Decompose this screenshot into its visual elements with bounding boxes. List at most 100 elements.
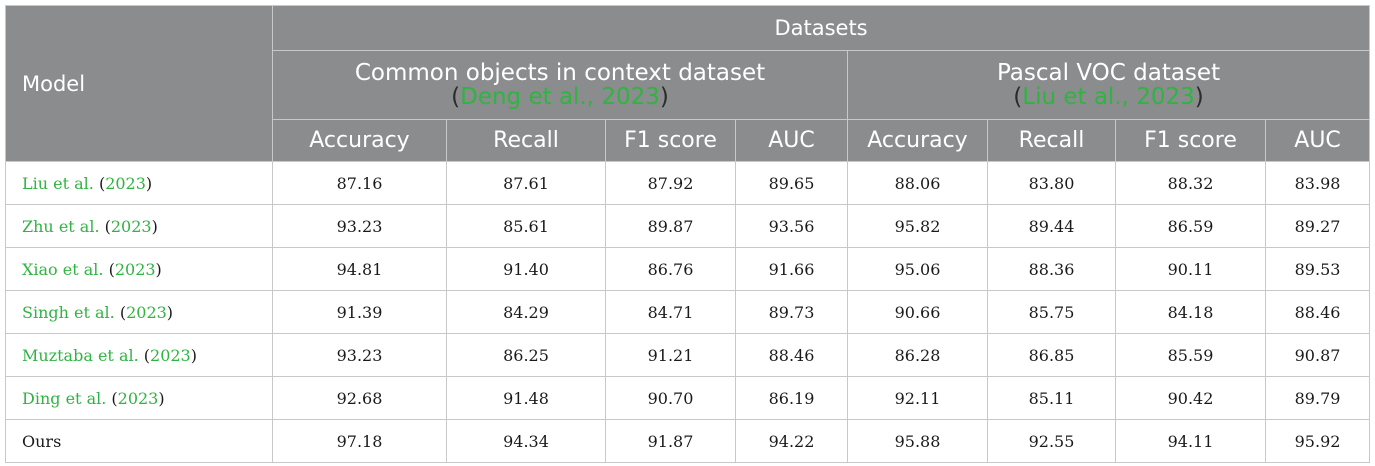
value-cell: 92.68	[272, 376, 447, 420]
value-cell: 87.16	[272, 161, 447, 205]
table-row: Xiao et al. (2023) 94.81 91.40 86.76 91.66 95…	[5, 247, 1371, 291]
paren-open: (	[106, 388, 118, 408]
value-cell: 89.53	[1264, 247, 1371, 291]
value-cell: 87.61	[446, 161, 606, 205]
year-link[interactable]: 2023	[110, 216, 152, 236]
value-cell: 90.42	[1115, 376, 1266, 420]
value-cell: 95.82	[847, 204, 988, 248]
value-cell: 94.22	[735, 419, 848, 463]
table-row: Ours 97.18 94.34 91.87 94.22 95.88 92.55 94.11 9…	[5, 419, 1371, 463]
value-cell: 93.23	[272, 204, 447, 248]
paren-close: )	[151, 216, 158, 236]
value-cell: 97.18	[272, 419, 447, 463]
value-cell: 83.98	[1264, 161, 1371, 205]
value-cell: 90.66	[847, 290, 988, 334]
table-row: Zhu et al. (2023) 93.23 85.61 89.87 93.56 95.…	[5, 204, 1371, 248]
paren-open: (	[103, 259, 115, 279]
value-cell: 89.73	[735, 290, 848, 334]
model-name-cell: Ours	[5, 419, 273, 463]
author-link[interactable]: Zhu et al.	[22, 216, 100, 236]
model-name-cell: Ding et al. (2023)	[5, 376, 273, 420]
metric-header: F1 score	[605, 119, 736, 162]
value-cell: 85.59	[1115, 333, 1266, 377]
paren-close: )	[145, 173, 153, 193]
paren-close: )	[166, 302, 174, 322]
paren-open: (	[99, 216, 111, 236]
value-cell: 86.59	[1115, 204, 1266, 248]
value-cell: 95.88	[847, 419, 988, 463]
value-cell: 83.80	[987, 161, 1116, 205]
author-link[interactable]: Muztaba et al.	[22, 345, 139, 365]
value-cell: 91.21	[605, 333, 736, 377]
value-cell: 92.55	[987, 419, 1116, 463]
value-cell: 91.66	[735, 247, 848, 291]
model-name-cell: Muztaba et al. (2023)	[5, 333, 273, 377]
model-name-cell: Singh et al. (2023)	[5, 290, 273, 334]
value-cell: 88.06	[847, 161, 988, 205]
metric-header: Accuracy	[847, 119, 988, 162]
value-cell: 95.06	[847, 247, 988, 291]
value-cell: 94.81	[272, 247, 447, 291]
group-title: Pascal VOC dataset	[996, 60, 1221, 86]
value-cell: 86.19	[735, 376, 848, 420]
value-cell: 91.87	[605, 419, 736, 463]
value-cell: 91.40	[446, 247, 606, 291]
value-cell: 86.85	[987, 333, 1116, 377]
value-cell: 90.11	[1115, 247, 1266, 291]
value-cell: 85.11	[987, 376, 1116, 420]
table-row: Ding et al. (2023) 92.68 91.48 90.70 86.19 92…	[5, 376, 1371, 420]
value-cell: 84.18	[1115, 290, 1266, 334]
datasets-header: Datasets	[271, 5, 1371, 51]
results-table: Model Datasets Common objects in context…	[5, 5, 1371, 463]
author-link[interactable]: Liu et al.	[22, 173, 94, 193]
group-citation: (Deng et al., 2023)	[451, 84, 669, 110]
table-header: Model Datasets Common objects in context…	[5, 5, 1371, 162]
value-cell: 86.28	[847, 333, 988, 377]
year-link[interactable]: 2023	[150, 345, 191, 365]
paren-close: )	[158, 388, 165, 408]
table-row: Singh et al. (2023) 91.39 84.29 84.71 89.73 9…	[5, 290, 1371, 334]
year-link[interactable]: 2023	[105, 173, 146, 193]
value-cell: 88.36	[987, 247, 1116, 291]
value-cell: 89.87	[605, 204, 736, 248]
voc-group-header: Pascal VOC dataset (Liu et al., 2023)	[846, 50, 1371, 120]
value-cell: 89.65	[735, 161, 848, 205]
value-cell: 89.27	[1264, 204, 1371, 248]
metric-header: Accuracy	[272, 119, 447, 162]
year-link[interactable]: 2023	[114, 259, 156, 279]
value-cell: 92.11	[847, 376, 988, 420]
value-cell: 95.92	[1264, 419, 1371, 463]
paren-open: (	[138, 345, 151, 365]
citation-link[interactable]: Deng et al., 2023	[460, 84, 660, 110]
value-cell: 93.56	[735, 204, 848, 248]
year-link[interactable]: 2023	[126, 302, 167, 322]
metric-header: AUC	[735, 119, 848, 162]
value-cell: 88.46	[1264, 290, 1371, 334]
value-cell: 91.48	[446, 376, 606, 420]
value-cell: 87.92	[605, 161, 736, 205]
table-body: Liu et al. (2023) 87.16 87.61 87.92 89.65 88.…	[5, 161, 1371, 463]
author-link[interactable]: Xiao et al.	[22, 259, 104, 279]
author-link[interactable]: Singh et al.	[22, 302, 115, 322]
model-name: Ours	[22, 431, 62, 451]
metric-header: Recall	[987, 119, 1116, 162]
paren-close: )	[190, 345, 197, 365]
value-cell: 86.25	[446, 333, 606, 377]
citation-link[interactable]: Liu et al., 2023	[1022, 84, 1195, 110]
value-cell: 88.46	[735, 333, 848, 377]
value-cell: 94.11	[1115, 419, 1266, 463]
author-link[interactable]: Ding et al.	[22, 388, 107, 408]
value-cell: 84.29	[446, 290, 606, 334]
paren-open: (	[114, 302, 127, 322]
coco-group-header: Common objects in context dataset (Deng …	[272, 50, 848, 120]
table-row: Muztaba et al. (2023) 93.23 86.25 91.21 88.4…	[5, 333, 1371, 377]
value-cell: 94.34	[446, 419, 606, 463]
year-link[interactable]: 2023	[117, 388, 159, 408]
group-citation: (Liu et al., 2023)	[1013, 84, 1204, 110]
model-name-cell: Zhu et al. (2023)	[5, 204, 273, 248]
metric-header: F1 score	[1115, 119, 1266, 162]
table-row: Liu et al. (2023) 87.16 87.61 87.92 89.65 88.…	[5, 161, 1371, 205]
value-cell: 93.23	[272, 333, 447, 377]
metric-header: AUC	[1264, 119, 1371, 162]
paren-open: (	[93, 173, 106, 193]
